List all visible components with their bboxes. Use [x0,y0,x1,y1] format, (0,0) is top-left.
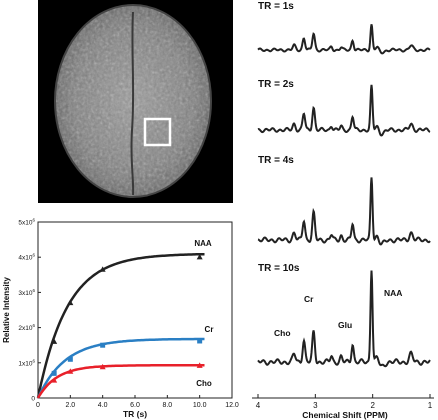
y-tick-label: 1x106 [18,358,35,367]
roi-box [143,117,172,147]
spectra-x-tick-label: 3 [313,401,318,410]
spectrum-line [257,24,431,55]
brain-outline [54,4,212,198]
spectrum-line [257,177,431,246]
x-tick-label: 6.0 [130,402,140,409]
y-tick-base: 1x10 [18,360,32,367]
fit-curve-cho [36,364,205,399]
data-point-cho [51,377,58,383]
spectra-x-tick-label: 1 [428,401,433,410]
series-label-cho: Cho [196,379,212,388]
y-tick-label: 5x106 [18,218,35,227]
spectrum-tr-label: TR = 1s [258,1,294,12]
midline-fissure [130,11,135,196]
series-label-cr: Cr [205,325,214,334]
peak-label: NAA [384,288,402,298]
y-tick-exponent: 6 [32,218,35,223]
series-label-naa: NAA [194,239,212,248]
spectra-x-tick-label: 2 [370,401,375,410]
spectra-x-tick-label: 4 [256,401,261,410]
y-tick-label: 0 [31,396,35,403]
y-tick-base: 0 [31,396,35,403]
data-point-cho [196,362,203,368]
data-point-naa [99,266,106,272]
x-tick-label: 2.0 [65,402,75,409]
data-point-cho [67,368,74,374]
data-point-cr [67,356,73,362]
y-tick-exponent: 6 [32,288,35,293]
peak-label: Glu [338,320,352,330]
data-point-cr [51,370,57,376]
data-point-cr [100,342,106,348]
spectrum-line [257,84,431,137]
y-tick-label: 2x106 [18,323,35,332]
y-tick-exponent: 6 [32,253,35,258]
x-tick-label: 10.0 [193,402,207,409]
data-point-naa [67,299,74,306]
spectra-x-axis-label: Chemical Shift (PPM) [302,410,388,420]
y-tick-label: 3x106 [18,288,35,297]
x-tick-label: 0 [36,402,40,409]
data-point-cr [197,338,203,344]
y-tick-exponent: 6 [32,358,35,363]
mri-image-panel [38,0,233,203]
spectrum-tr-label: TR = 10s [258,263,300,274]
y-tick-base: 5x10 [18,220,32,227]
y-tick-exponent: 6 [32,323,35,328]
peak-label: Cr [304,294,314,304]
y-tick-label: 4x106 [18,253,35,262]
peak-label: Cho [274,328,291,338]
spectrum-tr-label: TR = 4s [258,155,294,166]
data-point-naa [51,338,58,344]
y-axis-label: Relative Intensity [2,277,11,343]
y-tick-base: 4x10 [18,255,32,262]
fit-curve-cr [36,337,205,399]
y-tick-base: 3x10 [18,290,32,297]
spectrum-tr-label: TR = 2s [258,79,294,90]
spectrum-line [257,270,431,368]
spectra-panel: TR = 1s TR = 2s TR = 4s TR = 10s Cho Cr Glu NAA… [252,1,434,420]
x-tick-label: 4.0 [98,402,108,409]
data-point-naa [196,254,203,260]
x-axis-label: TR (s) [123,409,147,419]
fit-curve-naa [36,252,205,399]
x-tick-label: 12.0 [225,402,239,409]
x-tick-label: 8.0 [162,402,172,409]
y-tick-base: 2x10 [18,325,32,332]
data-point-cho [99,363,106,370]
